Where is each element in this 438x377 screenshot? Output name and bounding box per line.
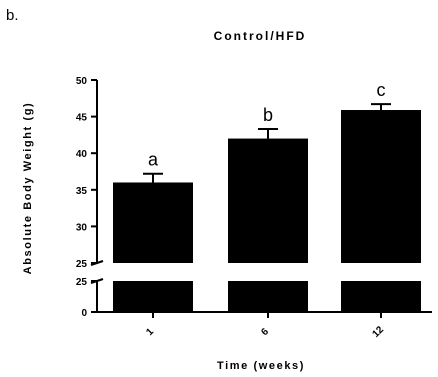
bar-12 [341,110,421,264]
error-bars [143,103,391,183]
y-tick-label-upper-50: 50 [76,76,88,87]
bar-6 [228,138,308,263]
bars [113,110,421,312]
significance-letter-6: b [263,105,273,125]
y-tick-label-upper-35: 35 [76,186,88,197]
bar-lower-6 [228,281,308,312]
x-tick-label-1: 1 [144,326,156,338]
y-tick-label-upper-40: 40 [76,149,88,160]
x-axis-label: Time (weeks) [217,360,305,372]
panel-label: b. [6,7,19,24]
y-tick-label-lower-25: 25 [76,277,88,288]
significance-letters: a b c [148,80,386,170]
y-tick-label-upper-45: 45 [76,113,88,124]
bar-lower-1 [113,281,193,312]
x-tick-label-6: 6 [259,326,271,338]
y-ticks: 25 30 35 40 45 50 0 25 [76,76,97,319]
x-ticks: 1 6 12 [144,312,386,340]
significance-letter-1: a [148,150,159,170]
x-tick-label-12: 12 [370,324,386,340]
y-axis-label: Absolute Body Weight (g) [22,102,34,275]
bar-1 [113,182,193,263]
y-tick-label-upper-25: 25 [76,259,88,270]
y-tick-label-upper-30: 30 [76,222,88,233]
bar-lower-12 [341,281,421,312]
significance-letter-12: c [377,80,386,100]
chart-title: Control/HFD [214,29,307,43]
y-tick-label-lower-0: 0 [81,308,87,319]
